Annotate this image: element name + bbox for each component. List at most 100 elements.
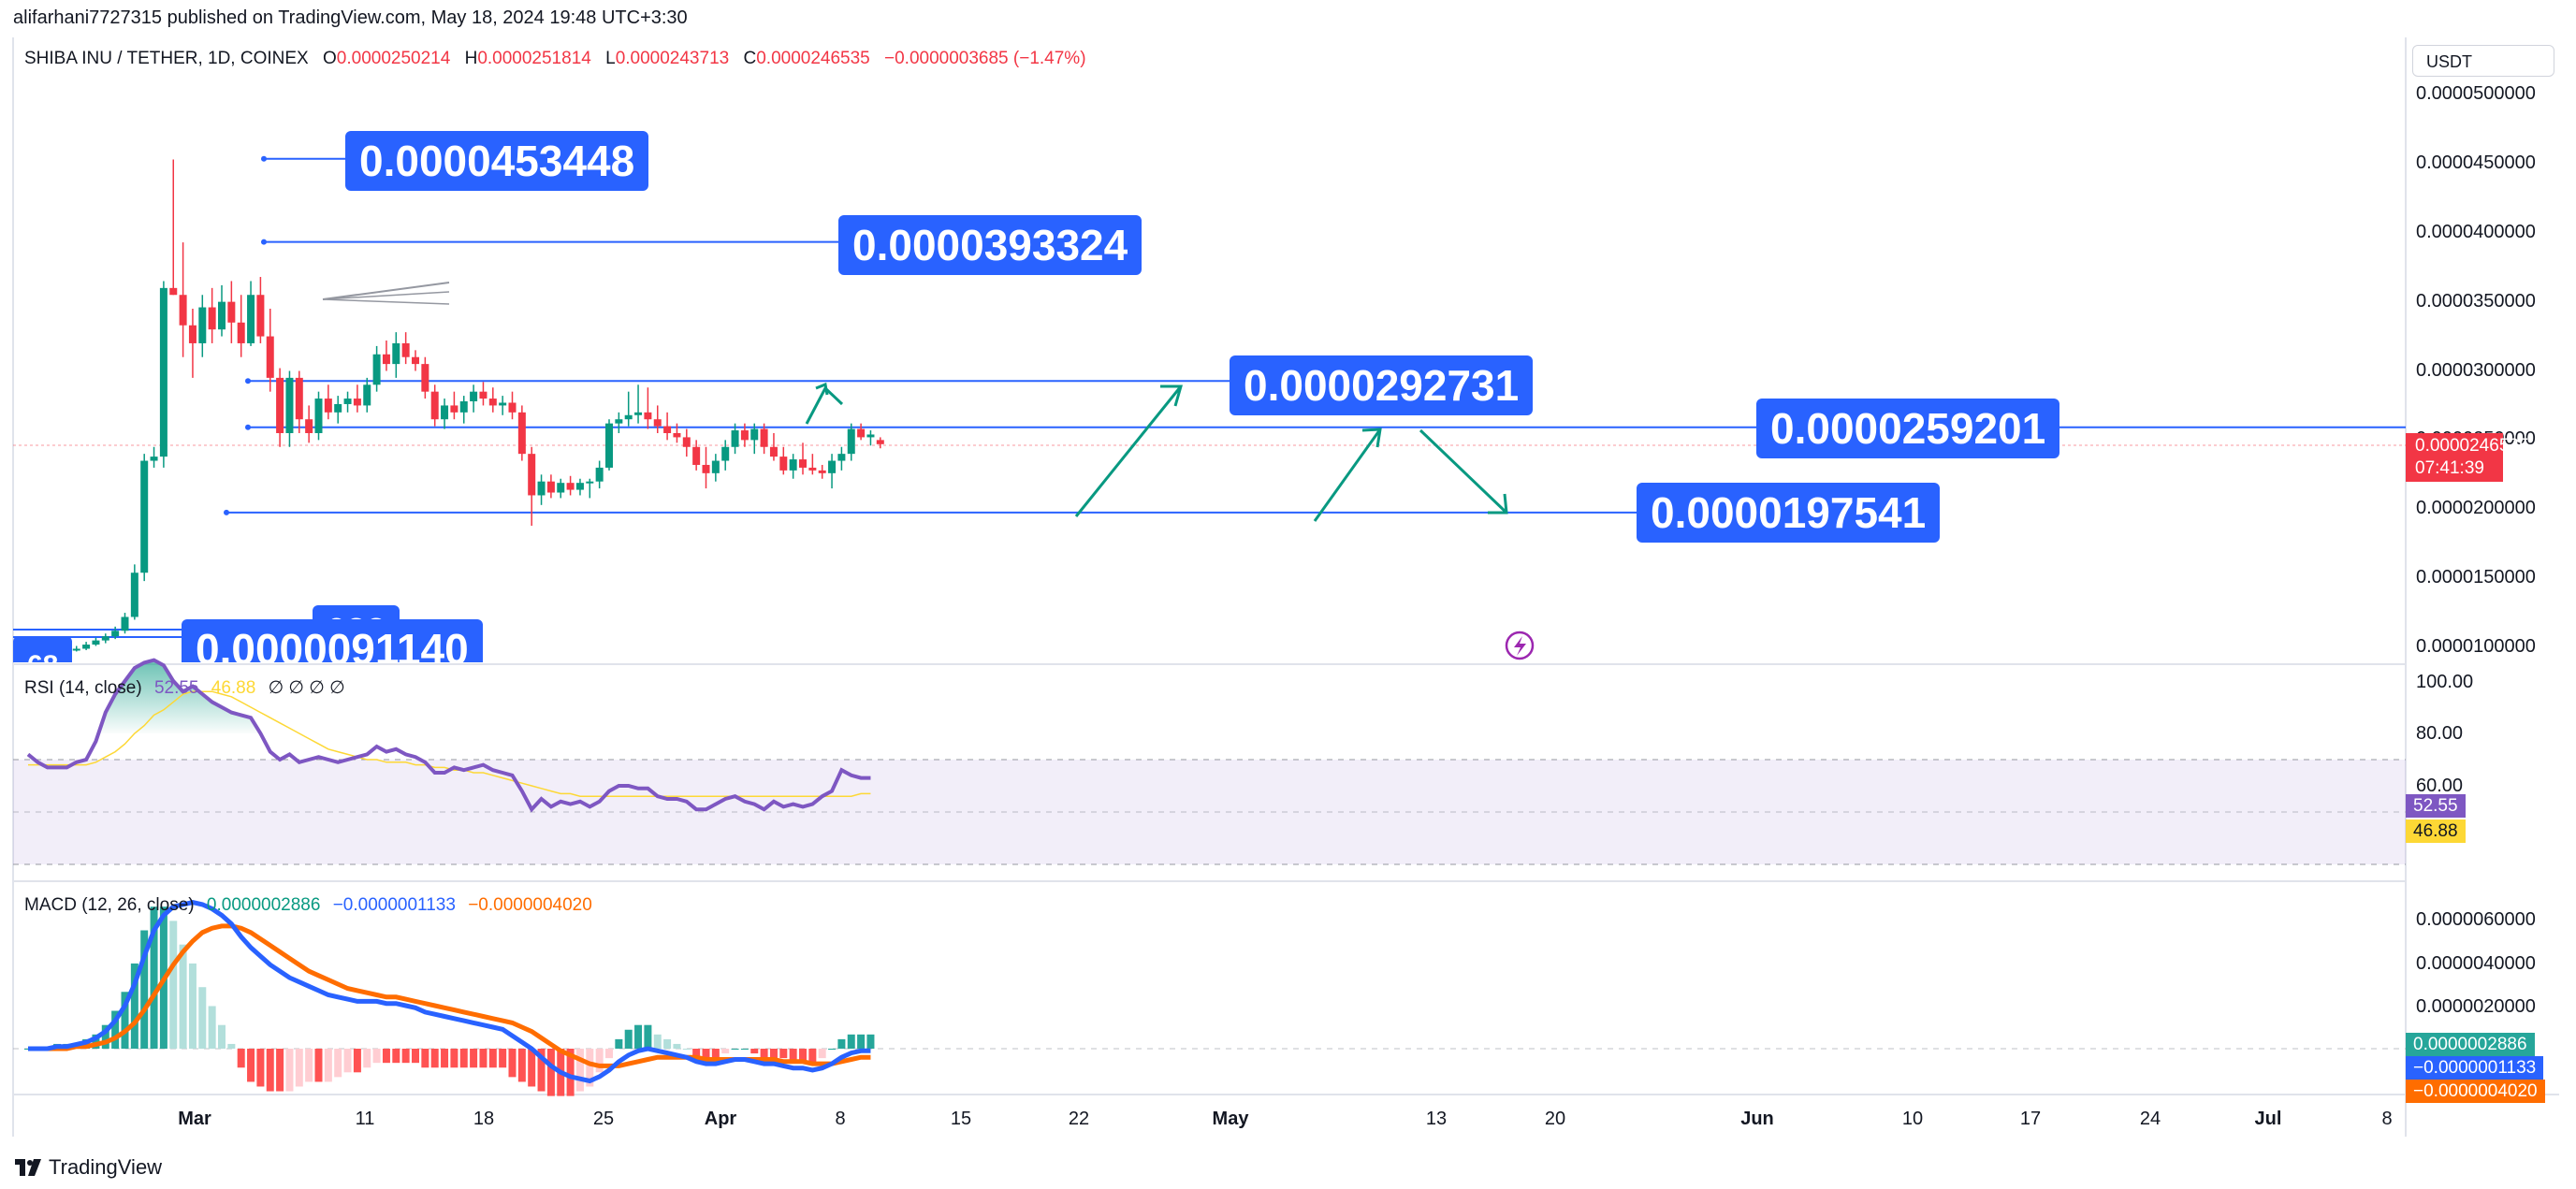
- candle: [169, 159, 178, 296]
- level-label-support[interactable]: 0.0000197541: [1637, 483, 1941, 543]
- candle: [140, 454, 149, 582]
- candle: [450, 391, 458, 420]
- level-label-pivot[interactable]: 0.0000259201: [1756, 399, 2060, 458]
- candle: [92, 637, 100, 646]
- countdown-timer: 07:41:39: [2415, 458, 2484, 478]
- last-price-tag: 0.0000246535 07:41:39: [2406, 433, 2529, 482]
- pitchfork-drawing[interactable]: [322, 282, 450, 305]
- down-arrow-head: [1488, 493, 1508, 515]
- macd-signal-value: −0.0000004020: [468, 895, 592, 915]
- candle: [121, 613, 129, 634]
- candle: [179, 242, 187, 357]
- time-axis-tick: 10: [1901, 1109, 1924, 1129]
- candle: [266, 309, 274, 392]
- horizontal-levels[interactable]: [13, 155, 2406, 638]
- candle: [130, 564, 138, 620]
- currency-button[interactable]: USDT: [2412, 45, 2554, 77]
- rsi-title[interactable]: RSI (14, close): [24, 678, 142, 698]
- up-arrow-1[interactable]: [805, 385, 844, 425]
- macd-axis-4: 0.0000040000: [2416, 953, 2536, 974]
- macd-hist-bar: [682, 1049, 691, 1050]
- macd-hist-bar: [130, 963, 138, 1049]
- macd-hist-bar: [101, 1024, 109, 1049]
- candle: [111, 626, 120, 640]
- macd-hist-bar: [150, 906, 158, 1049]
- level-anchor[interactable]: [261, 155, 267, 162]
- lightning-icon[interactable]: [1505, 631, 1535, 660]
- up-arrow-2[interactable]: [1074, 385, 1183, 517]
- candle: [237, 295, 245, 357]
- price-axis-tick: 0.0000450000: [2416, 152, 2536, 173]
- macd-hist-bar: [779, 1049, 788, 1059]
- candle: [673, 423, 681, 443]
- level-anchor[interactable]: [261, 239, 267, 245]
- macd-hist-bar: [721, 1049, 730, 1054]
- candle: [372, 345, 381, 392]
- macd-hist-bar: [353, 1049, 361, 1073]
- macd-hist-bar: [605, 1049, 613, 1059]
- level-label-second[interactable]: 0.0000393324: [838, 215, 1142, 275]
- price-axis-tick: 0.0000300000: [2416, 359, 2536, 381]
- level-anchor[interactable]: [245, 378, 251, 384]
- macd-hist-bar: [537, 1049, 546, 1092]
- partial-labels-clip: 032 0.0000091140 68: [13, 599, 534, 662]
- macd-hist-tag: 0.0000002886: [2406, 1033, 2535, 1056]
- rsi-ma-value: 46.88: [211, 678, 256, 698]
- candle: [101, 633, 109, 644]
- macd-hist-bar: [499, 1049, 507, 1068]
- candle: [488, 387, 497, 413]
- low-value: 0.0000243713: [615, 49, 730, 68]
- candle: [866, 430, 875, 446]
- candle: [295, 370, 303, 433]
- level-label-resistance[interactable]: 0.0000292731: [1230, 355, 1534, 415]
- candle: [363, 377, 371, 413]
- time-axis-tick: 25: [592, 1109, 615, 1129]
- macd-hist-bar: [488, 1049, 497, 1068]
- rsi-dots: ∅ ∅ ∅ ∅: [268, 678, 345, 698]
- candle: [382, 340, 390, 371]
- macd-hist-bar: [740, 1049, 749, 1050]
- macd-hist-bar: [314, 1049, 323, 1082]
- candle: [769, 432, 778, 461]
- candle: [702, 446, 710, 489]
- rsi-legend: RSI (14, close) 52.55 46.88 ∅ ∅ ∅ ∅: [24, 677, 345, 699]
- level-anchor[interactable]: [224, 509, 229, 515]
- change-value: −0.0000003685 (−1.47%): [884, 49, 1086, 68]
- macd-hist-bar: [363, 1049, 371, 1068]
- down-arrow[interactable]: [1419, 428, 1508, 515]
- rsi-value-tag: 52.55: [2406, 794, 2466, 818]
- up-arrow-3[interactable]: [1313, 428, 1382, 522]
- candle: [159, 281, 167, 468]
- macd-hist-bar: [266, 1049, 274, 1092]
- macd-axis-2: 0.0000020000: [2416, 996, 2536, 1017]
- level-anchor[interactable]: [245, 424, 251, 430]
- candle: [779, 446, 788, 475]
- macd-signal-tag: −0.0000004020: [2406, 1080, 2545, 1103]
- candle: [208, 287, 216, 343]
- candle: [818, 464, 826, 479]
- macd-hist-bar: [470, 1049, 478, 1068]
- macd-hist-bar: [441, 1049, 449, 1068]
- partial-label-a[interactable]: 0.0000091140: [182, 619, 483, 662]
- time-axis-tick: 15: [950, 1109, 972, 1129]
- macd-plot: [24, 900, 875, 1096]
- macd-hist-bar: [528, 1049, 536, 1087]
- publish-header: alifarhani7727315 published on TradingVi…: [13, 7, 688, 28]
- high-value: 0.0000251814: [477, 49, 591, 68]
- symbol-title[interactable]: SHIBA INU / TETHER, 1D, COINEX: [24, 49, 309, 68]
- partial-label-c[interactable]: 68: [13, 636, 73, 662]
- level-label-high[interactable]: 0.0000453448: [345, 131, 649, 191]
- trend-arrows[interactable]: [322, 282, 1508, 522]
- candle: [508, 391, 517, 420]
- rsi-axis-60: 60.00: [2416, 776, 2464, 796]
- macd-hist-bar: [769, 1049, 778, 1059]
- footer-brand[interactable]: TradingView: [15, 1155, 162, 1180]
- rsi-ma-tag: 46.88: [2406, 819, 2466, 843]
- candle: [227, 281, 236, 343]
- macd-hist-bar: [731, 1049, 739, 1050]
- candle: [760, 423, 768, 455]
- macd-title[interactable]: MACD (12, 26, close): [24, 895, 195, 915]
- time-axis-tick: 8: [835, 1109, 846, 1129]
- candle: [721, 440, 730, 471]
